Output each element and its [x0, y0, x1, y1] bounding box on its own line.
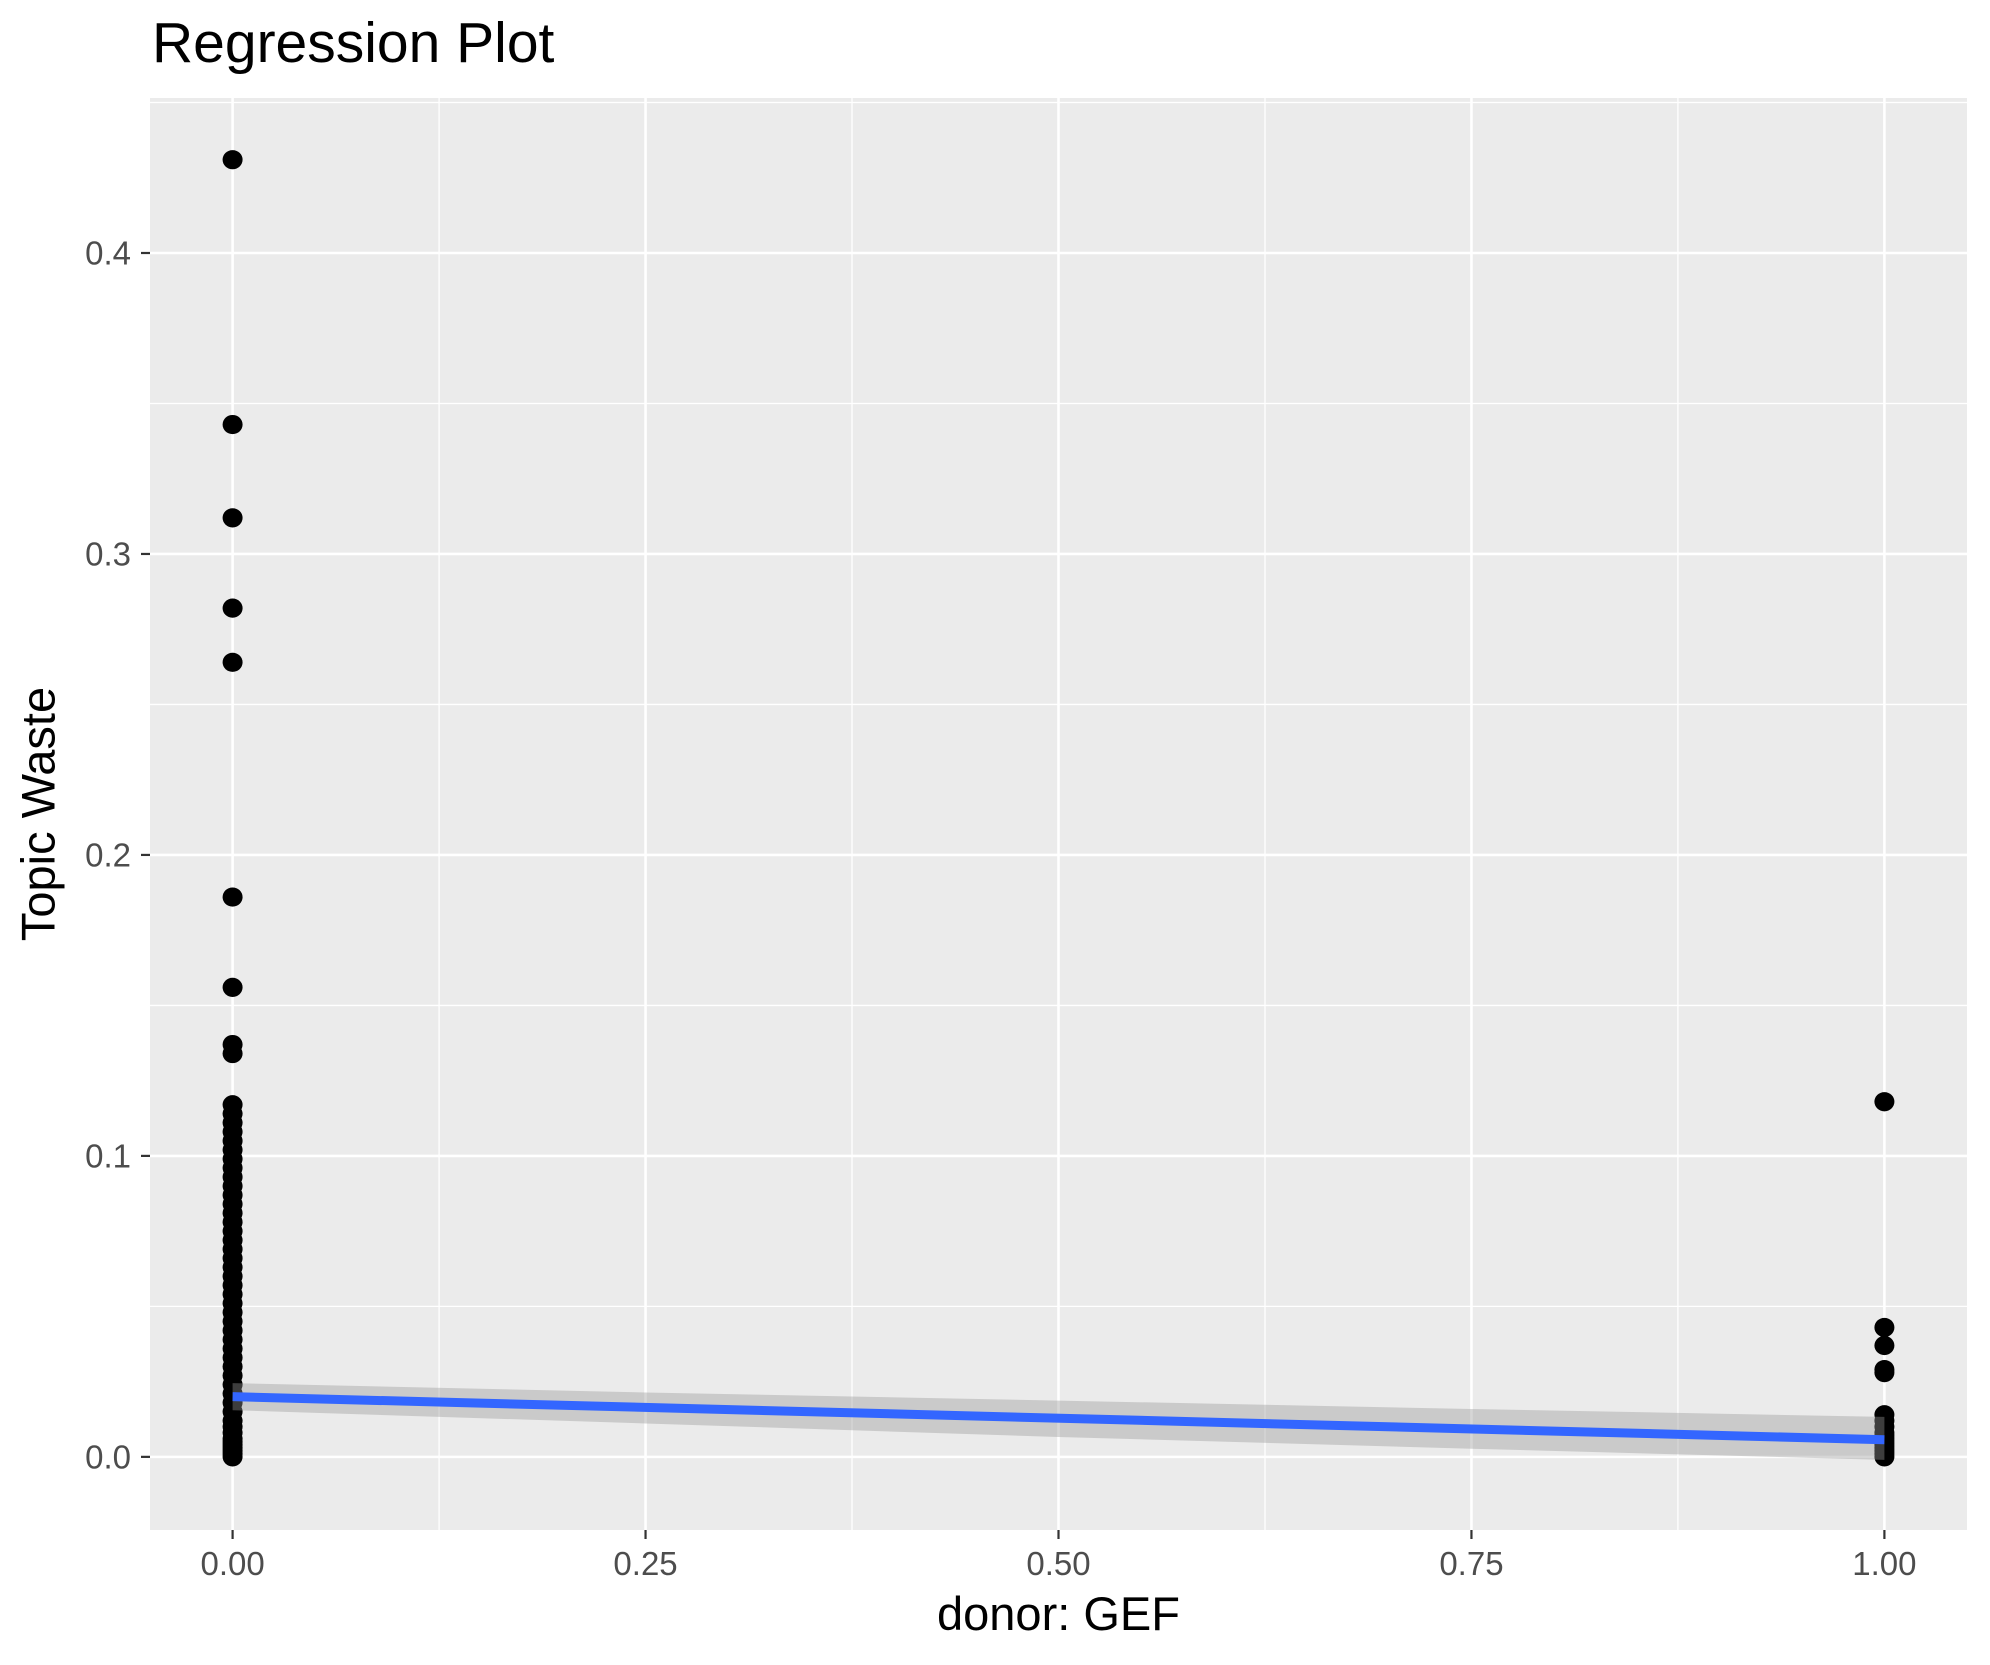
plot-title: Regression Plot	[152, 11, 555, 75]
data-point	[222, 977, 243, 997]
y-tick-label: 0.1	[85, 1137, 131, 1174]
data-point	[1874, 1092, 1895, 1112]
data-point	[222, 1447, 243, 1467]
x-tick-label: 1.00	[1852, 1545, 1916, 1582]
x-tick-label: 0.25	[613, 1545, 677, 1582]
data-point	[1874, 1317, 1895, 1338]
data-point	[222, 150, 243, 170]
data-point	[222, 887, 243, 907]
y-tick-label: 0.2	[85, 836, 131, 873]
x-tick-label: 0.50	[1026, 1545, 1090, 1582]
y-tick-label: 0.3	[85, 536, 131, 573]
data-point	[222, 1043, 243, 1064]
data-point	[222, 508, 243, 528]
x-tick-label: 0.75	[1439, 1545, 1503, 1582]
x-tick-label: 0.00	[200, 1545, 264, 1582]
data-point	[222, 652, 243, 672]
x-axis-title: donor: GEF	[937, 1587, 1180, 1640]
data-point	[1874, 1362, 1895, 1383]
y-tick-label: 0.4	[85, 235, 131, 272]
data-point	[1874, 1447, 1895, 1467]
data-point	[222, 414, 243, 435]
regression-line	[232, 1392, 1885, 1445]
y-tick-label: 0.0	[85, 1438, 131, 1475]
data-point	[1874, 1335, 1895, 1356]
data-point	[222, 598, 243, 618]
